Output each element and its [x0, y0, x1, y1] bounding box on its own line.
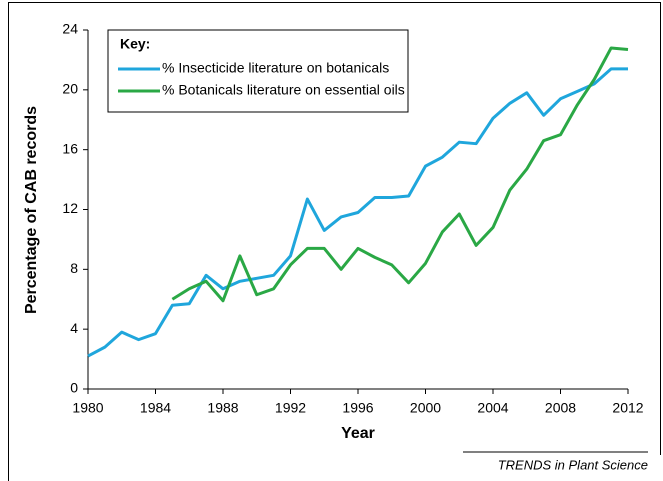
legend-label: % Botanicals literature on essential oil…: [162, 82, 405, 98]
x-tick-label: 1980: [72, 400, 103, 416]
x-tick-label: 1996: [342, 400, 373, 416]
y-tick-label: 16: [62, 140, 78, 156]
x-tick-label: 2012: [612, 400, 643, 416]
x-axis-label: Year: [341, 425, 375, 442]
y-tick-label: 12: [62, 200, 78, 216]
x-tick-label: 1992: [275, 400, 306, 416]
line-series: [87, 67, 628, 358]
legend-box: [107, 29, 409, 113]
line-series: [171, 46, 629, 303]
y-tick-label: 0: [70, 380, 78, 396]
y-tick-label: 4: [70, 320, 78, 336]
y-tick-label: 24: [62, 21, 78, 37]
y-axis-label: Percentage of CAB records: [23, 106, 40, 314]
frame: [8, 2, 661, 481]
legend-title: Key:: [120, 36, 150, 52]
y-tick-label: 8: [70, 260, 78, 276]
legend-label: % Insecticide literature on botanicals: [162, 60, 389, 76]
y-tick-label: 20: [62, 81, 78, 97]
x-tick-label: 2008: [545, 400, 576, 416]
x-tick-label: 1984: [140, 400, 171, 416]
source: TRENDS in Plant Science: [498, 457, 648, 472]
x-tick-label: 2000: [410, 400, 441, 416]
x-tick-label: 2004: [477, 400, 508, 416]
x-tick-label: 1988: [207, 400, 238, 416]
